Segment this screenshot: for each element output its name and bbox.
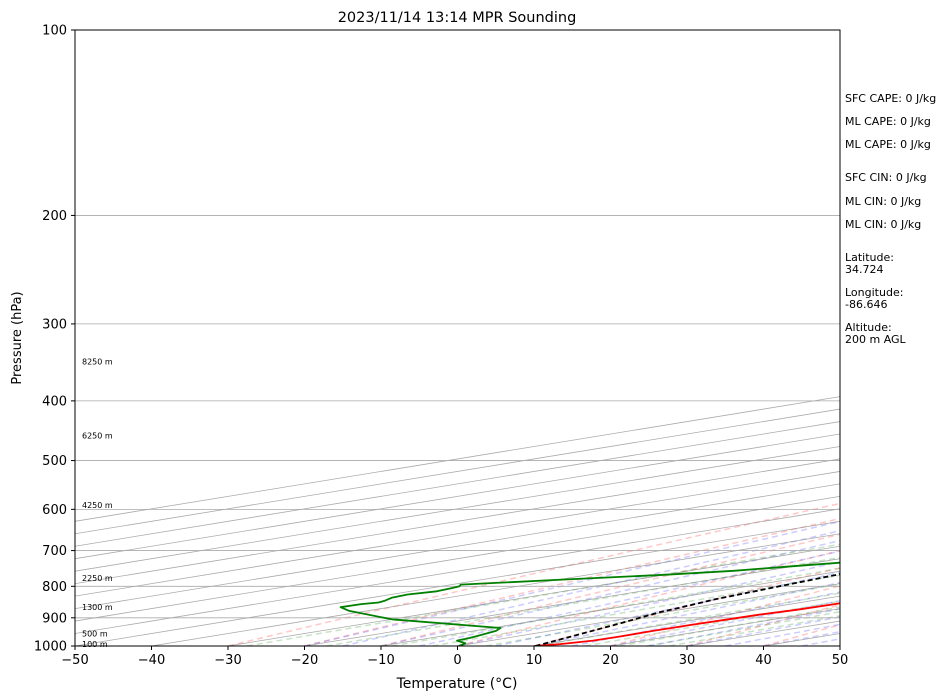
dry-adiabat-line xyxy=(304,517,840,646)
height-label: 2250 m xyxy=(82,574,113,583)
mixing-ratio-line xyxy=(432,574,840,646)
y-axis-label: Pressure (hPa) xyxy=(10,291,25,384)
y-tick-label: 900 xyxy=(42,611,67,626)
isotherm-line xyxy=(75,471,840,597)
isotherm-line xyxy=(75,433,840,560)
sfc-cin-text: SFC CIN: 0 J/kg xyxy=(845,171,927,184)
moist-adiabat-line xyxy=(342,530,840,646)
sfc-cape-text: SFC CAPE: 0 J/kg xyxy=(845,92,937,105)
isotherm-line xyxy=(75,408,840,535)
latitude-label: Latitude: xyxy=(845,251,894,264)
isotherm-line xyxy=(75,421,840,547)
ml-cin-text-2: ML CIN: 0 J/kg xyxy=(845,218,922,231)
isobar-grid xyxy=(75,29,840,647)
y-tick-label: 800 xyxy=(42,580,67,595)
mixing-ratio-line xyxy=(537,592,840,646)
moist-adiabat-line xyxy=(610,600,840,646)
longitude-label: Longitude: xyxy=(845,286,904,299)
y-axis-ticks: 100 200 300 400 500 600 700 800 900 1000 xyxy=(34,24,75,655)
x-tick-label: 10 xyxy=(526,653,543,668)
ml-cape-text: ML CAPE: 0 J/kg xyxy=(845,115,931,128)
parcel-path-line xyxy=(535,573,840,646)
dry-adiabat-line xyxy=(380,533,840,646)
moist-adiabat-line xyxy=(457,561,840,646)
altitude-label: Altitude: xyxy=(845,321,892,334)
x-axis-label: Temperature (°C) xyxy=(396,676,518,692)
x-tick-label: −10 xyxy=(367,653,394,668)
height-label: 100 m xyxy=(82,640,108,649)
ml-cape-text-2: ML CAPE: 0 J/kg xyxy=(845,138,931,151)
y-tick-label: 1000 xyxy=(34,640,67,655)
x-tick-label: 40 xyxy=(755,653,772,668)
profile-lines xyxy=(339,561,840,646)
longitude-value: -86.646 xyxy=(845,298,888,311)
height-label: 8250 m xyxy=(82,357,113,366)
x-tick-label: −30 xyxy=(214,653,241,668)
x-tick-label: 50 xyxy=(832,653,849,668)
height-label: 500 m xyxy=(82,630,108,639)
moist-adiabat-line xyxy=(572,591,840,646)
moist-adiabat-line xyxy=(533,581,840,646)
moist-adiabat-line xyxy=(304,520,840,646)
y-tick-label: 400 xyxy=(42,394,67,409)
altitude-value: 200 m AGL xyxy=(845,333,906,346)
latitude-value: 34.724 xyxy=(845,263,884,276)
isotherm-line xyxy=(75,446,840,572)
ml-cin-text: ML CIN: 0 J/kg xyxy=(845,195,922,208)
mixing-ratio-line xyxy=(584,600,840,646)
y-tick-label: 300 xyxy=(42,317,67,332)
height-label: 4250 m xyxy=(82,501,113,510)
x-tick-label: −40 xyxy=(138,653,165,668)
y-tick-label: 200 xyxy=(42,209,67,224)
x-tick-label: 30 xyxy=(679,653,696,668)
chart-title: 2023/11/14 13:14 MPR Sounding xyxy=(338,10,577,26)
height-label: 1300 m xyxy=(82,603,113,612)
background-lines xyxy=(75,396,840,646)
isotherm-line xyxy=(151,533,840,646)
y-tick-label: 700 xyxy=(42,544,67,559)
y-tick-label: 500 xyxy=(42,454,67,469)
x-axis-ticks: −50 −40 −30 −20 −10 0 10 20 30 40 50 xyxy=(61,646,848,668)
height-label: 6250 m xyxy=(82,431,113,440)
temperature-line xyxy=(533,602,840,646)
isotherm-line xyxy=(75,458,840,585)
mixing-ratio-line xyxy=(485,583,840,646)
isotherm-line xyxy=(75,508,840,634)
isotherm-line xyxy=(75,495,840,622)
mixing-ratio-line xyxy=(669,615,840,646)
mixing-ratio-line xyxy=(391,567,840,646)
plot-frame xyxy=(74,29,841,647)
isotherm-line xyxy=(75,483,840,609)
x-tick-label: 20 xyxy=(602,653,619,668)
isotherm-line xyxy=(75,396,840,522)
y-tick-label: 600 xyxy=(42,503,67,518)
dewpoint-line xyxy=(339,561,840,646)
x-tick-label: −20 xyxy=(291,653,318,668)
x-tick-label: −50 xyxy=(61,653,88,668)
isotherm-line xyxy=(75,520,840,646)
y-tick-label: 100 xyxy=(42,24,67,39)
mixing-ratio-line xyxy=(646,611,840,646)
x-tick-label: 0 xyxy=(453,653,461,668)
